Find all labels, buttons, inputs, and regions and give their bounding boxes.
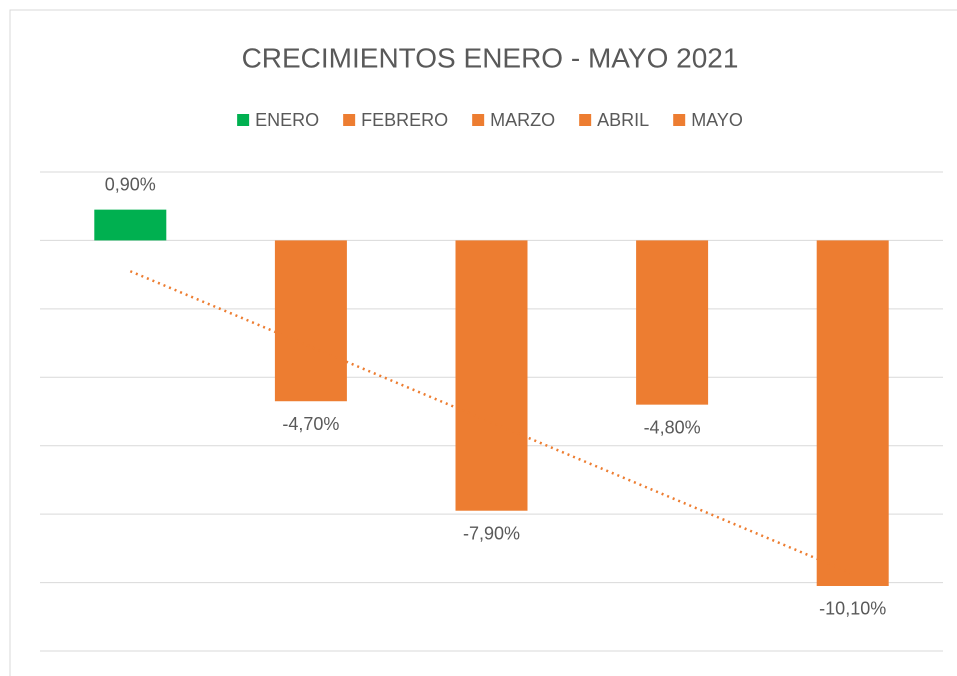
data-label: -7,90% (463, 523, 520, 543)
legend-label: FEBRERO (361, 110, 448, 130)
chart-title: CRECIMIENTOS ENERO - MAYO 2021 (242, 42, 739, 73)
legend-label: ENERO (255, 110, 319, 130)
legend-swatch (673, 114, 686, 126)
legend-swatch (579, 114, 592, 126)
legend-swatch (237, 114, 250, 126)
bar (816, 240, 889, 586)
data-label: -10,10% (819, 599, 886, 619)
data-label: 0,90% (105, 174, 156, 194)
trendline (129, 270, 854, 575)
legend-swatch (472, 114, 485, 126)
bar (455, 240, 528, 511)
bar (94, 209, 167, 241)
legend-swatch (343, 114, 356, 126)
legend-label: ABRIL (597, 110, 649, 130)
data-label: -4,70% (282, 414, 339, 434)
data-label: -4,80% (644, 417, 701, 437)
bar (274, 240, 347, 402)
legend-label: MARZO (490, 110, 555, 130)
legend: ENERO FEBRERO MARZO ABRIL MAYO (237, 110, 743, 130)
legend-label: MAYO (691, 110, 743, 130)
bar (636, 240, 709, 405)
